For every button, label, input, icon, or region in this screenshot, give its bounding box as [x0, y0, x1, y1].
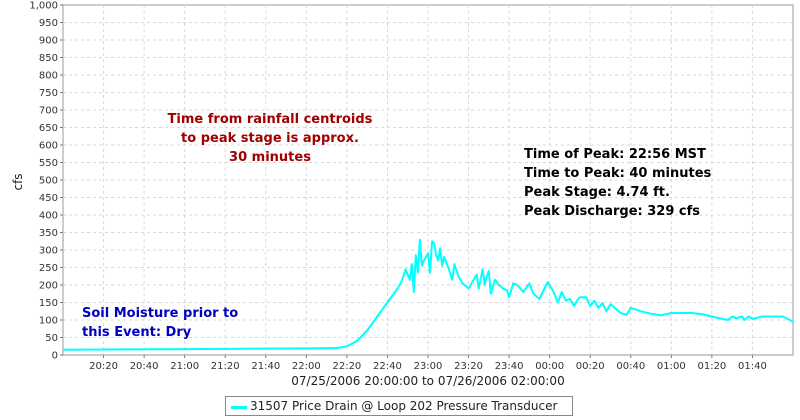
y-tick-label: 500	[39, 176, 58, 187]
legend-swatch	[231, 406, 247, 409]
x-tick-label: 23:20	[454, 361, 483, 372]
x-axis-ticks: 20:20 20:40 21:00 21:20 21:40 22:00 22:20 22:40…	[89, 355, 767, 372]
legend-label: 31507 Price Drain @ Loop 202 Pressure Tr…	[250, 399, 558, 413]
y-tick-label: 650	[39, 123, 58, 134]
y-tick-label: 800	[39, 71, 58, 82]
y-tick-label: 50	[45, 333, 58, 344]
x-tick-label: 23:40	[495, 361, 524, 372]
annotation-lag-note: Time from rainfall centroids to peak stag…	[168, 112, 373, 165]
y-axis-title: cfs	[11, 173, 25, 190]
y-tick-label: 250	[39, 263, 58, 274]
x-tick-label: 22:20	[332, 361, 361, 372]
x-tick-label: 00:20	[576, 361, 605, 372]
annotations: Time from rainfall centroids to peak stag…	[82, 112, 712, 340]
x-tick-label: 23:00	[414, 361, 443, 372]
x-axis-title: 07/25/2006 20:00:00 to 07/26/2006 02:00:…	[291, 374, 564, 388]
y-tick-label: 850	[39, 53, 58, 64]
annotation-peak-info: Time of Peak: 22:56 MST Time to Peak: 40 …	[524, 147, 712, 219]
x-tick-label: 00:00	[535, 361, 564, 372]
y-tick-label: 200	[39, 281, 58, 292]
y-tick-label: 600	[39, 141, 58, 152]
y-tick-label: 100	[39, 316, 58, 327]
y-tick-label: 700	[39, 106, 58, 117]
y-tick-label: 150	[39, 298, 58, 309]
x-tick-label: 22:40	[373, 361, 402, 372]
y-tick-label: 300	[39, 246, 58, 257]
x-tick-label: 00:40	[616, 361, 645, 372]
x-tick-label: 20:40	[130, 361, 159, 372]
y-tick-label: 550	[39, 158, 58, 169]
x-tick-label: 01:20	[697, 361, 726, 372]
x-tick-label: 20:20	[89, 361, 118, 372]
annotation-soil-note: Soil Moisture prior to this Event: Dry	[82, 306, 238, 340]
y-axis-ticks: 0 50 100 150 200 250 300 350 400 450 500 550 600 650 7…	[29, 1, 63, 362]
x-tick-label: 21:20	[211, 361, 240, 372]
y-tick-label: 750	[39, 88, 58, 99]
y-tick-label: 950	[39, 18, 58, 29]
y-tick-label: 400	[39, 211, 58, 222]
y-tick-label: 900	[39, 36, 58, 47]
x-tick-label: 21:00	[170, 361, 199, 372]
y-tick-label: 450	[39, 193, 58, 204]
series-layer	[62, 238, 794, 351]
x-tick-label: 22:00	[292, 361, 321, 372]
y-tick-label: 0	[52, 351, 58, 362]
gridlines	[63, 5, 793, 355]
series-line-price-drain	[62, 238, 794, 351]
y-tick-label: 1,000	[29, 1, 58, 12]
x-tick-label: 01:40	[738, 361, 767, 372]
x-tick-label: 21:40	[251, 361, 280, 372]
x-tick-label: 01:00	[657, 361, 686, 372]
y-tick-label: 350	[39, 228, 58, 239]
legend: 31507 Price Drain @ Loop 202 Pressure Tr…	[225, 396, 573, 416]
